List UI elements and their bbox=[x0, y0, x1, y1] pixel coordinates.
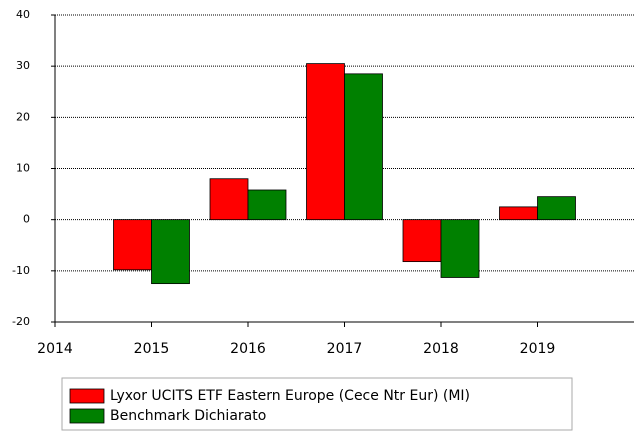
y-tick-label: 20 bbox=[16, 110, 30, 123]
x-tick-label: 2017 bbox=[327, 341, 363, 357]
legend-box bbox=[61, 377, 573, 431]
legend-swatch bbox=[69, 388, 105, 404]
x-tick-label: 2018 bbox=[423, 341, 459, 357]
x-tick-label: 2019 bbox=[520, 341, 556, 357]
bar bbox=[499, 206, 538, 221]
legend-swatch bbox=[69, 408, 105, 424]
legend-label: Benchmark Dichiarato bbox=[110, 408, 266, 424]
x-tick-label: 2016 bbox=[230, 341, 266, 357]
y-tick-label: -10 bbox=[12, 264, 30, 277]
y-tick-label: 30 bbox=[16, 59, 30, 72]
bar bbox=[537, 196, 576, 221]
bar bbox=[113, 219, 152, 271]
bar bbox=[151, 219, 190, 285]
bar bbox=[440, 219, 480, 278]
legend-label: Lyxor UCITS ETF Eastern Europe (Cece Ntr… bbox=[110, 388, 470, 404]
bar bbox=[306, 63, 345, 221]
bar bbox=[402, 219, 442, 263]
y-tick-label: 40 bbox=[16, 8, 30, 21]
bar bbox=[247, 189, 287, 221]
x-tick-label: 2014 bbox=[37, 341, 73, 357]
y-tick-label: -20 bbox=[12, 315, 30, 328]
bar bbox=[209, 178, 249, 221]
bar bbox=[344, 73, 383, 221]
x-tick-label: 2015 bbox=[134, 341, 170, 357]
y-tick-label: 0 bbox=[23, 213, 30, 226]
y-tick-label: 10 bbox=[16, 162, 30, 175]
